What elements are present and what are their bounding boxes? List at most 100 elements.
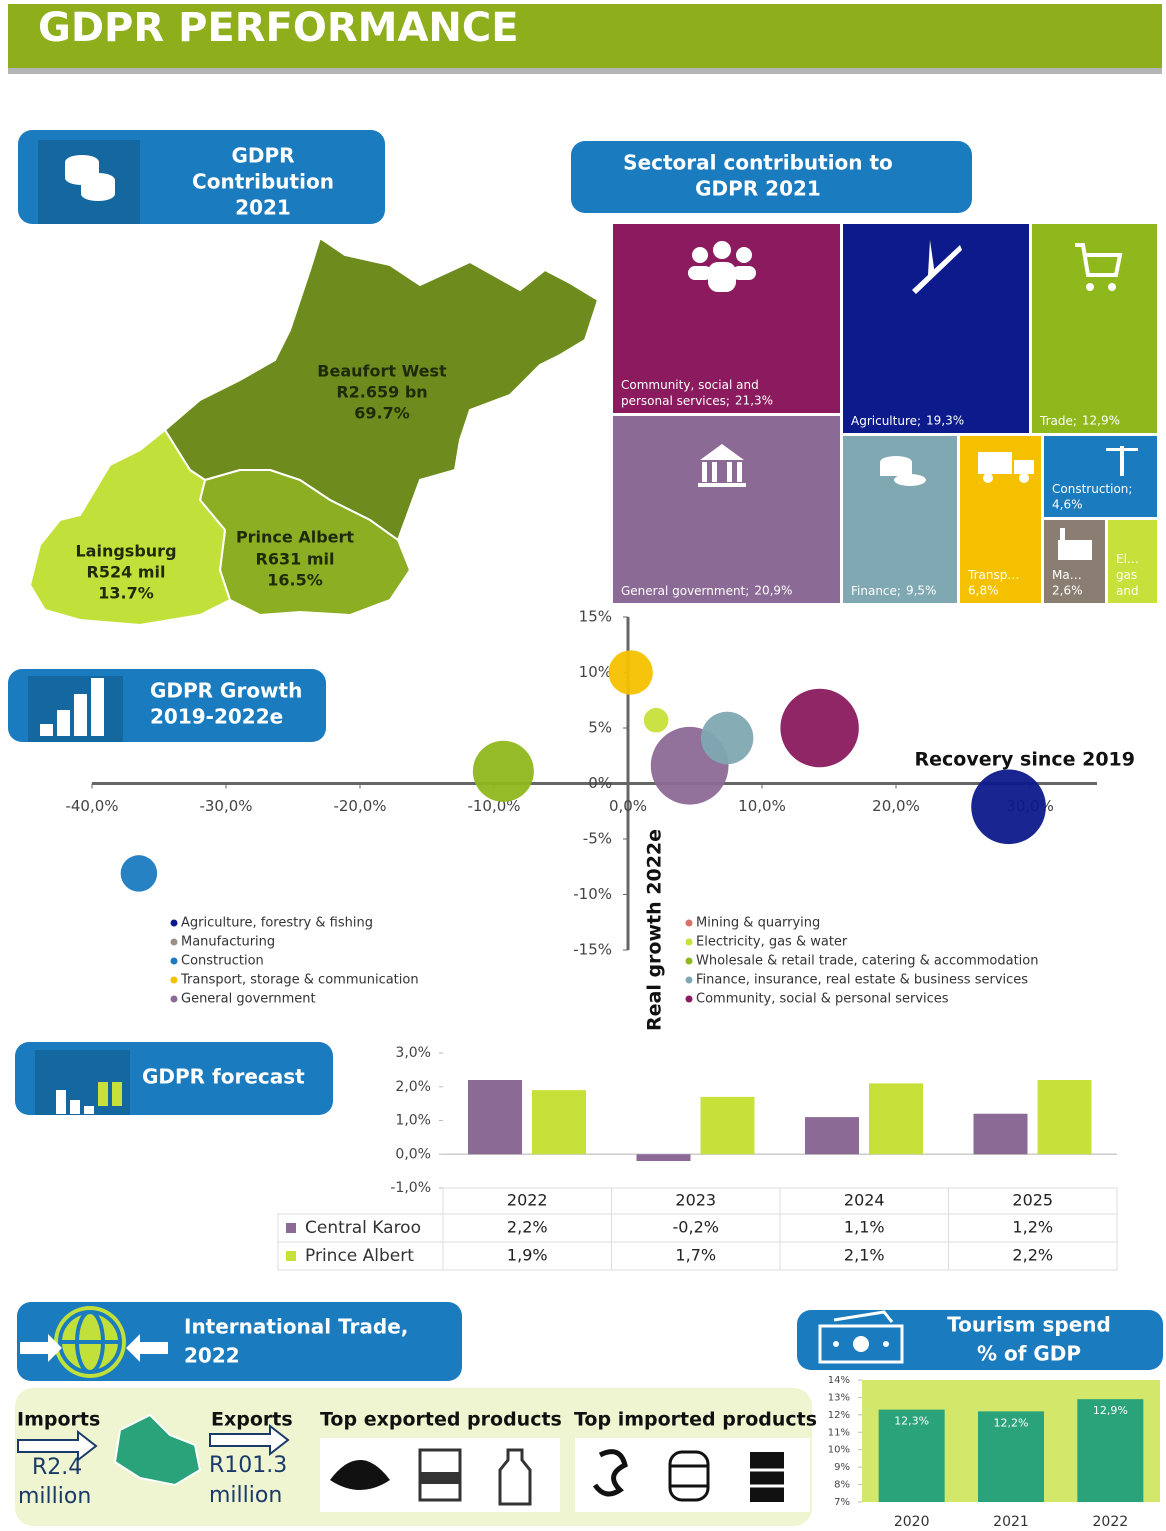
legend-label: General government bbox=[181, 992, 316, 1007]
y-axis-title: Real growth 2022e bbox=[644, 829, 666, 1031]
table-value: 1,1% bbox=[844, 1218, 885, 1237]
cell-label: Finance; bbox=[851, 584, 901, 598]
region-share: 69.7% bbox=[354, 404, 410, 423]
treemap-cell bbox=[613, 416, 840, 603]
y-tick-label: 10% bbox=[579, 663, 612, 681]
y-tick-label: 13% bbox=[828, 1392, 850, 1403]
bar bbox=[869, 1083, 923, 1155]
region-value: R2.659 bn bbox=[336, 383, 427, 402]
y-tick-label: 5% bbox=[588, 719, 612, 737]
y-tick-label: 12% bbox=[828, 1410, 850, 1421]
y-tick-label: 10% bbox=[828, 1445, 850, 1456]
y-tick-label: 9% bbox=[834, 1462, 850, 1473]
heading-line: 2019-2022e bbox=[150, 705, 283, 729]
legend-swatch bbox=[286, 1223, 296, 1233]
legend-swatch bbox=[685, 995, 693, 1003]
heading-line: GDPR 2021 bbox=[695, 177, 821, 201]
bar bbox=[805, 1117, 859, 1155]
category-label: 2022 bbox=[1093, 1514, 1129, 1530]
y-tick-label: 11% bbox=[828, 1427, 850, 1438]
value-label: 12,2% bbox=[994, 1416, 1029, 1429]
bubble bbox=[971, 769, 1046, 845]
legend-swatch bbox=[170, 938, 178, 946]
treemap-cell bbox=[1032, 224, 1157, 433]
category-label: 2025 bbox=[1012, 1191, 1053, 1210]
bars-icon bbox=[40, 678, 104, 736]
y-tick-label: 7% bbox=[834, 1497, 850, 1508]
cell-label: Transp… bbox=[967, 568, 1019, 582]
bar bbox=[532, 1090, 586, 1155]
y-tick-label: 0% bbox=[588, 774, 612, 792]
legend-swatch bbox=[685, 938, 693, 946]
imports-value: R2.4 bbox=[32, 1455, 82, 1480]
heading-line: Contribution bbox=[192, 170, 334, 194]
bubble bbox=[700, 711, 754, 765]
table-value: 1,9% bbox=[507, 1246, 548, 1265]
region-value: R631 mil bbox=[256, 550, 335, 569]
x-tick-label: 20,0% bbox=[872, 797, 920, 815]
cell-value: 2,6% bbox=[1052, 584, 1083, 598]
treemap-icons bbox=[688, 240, 1138, 560]
globe-icon bbox=[20, 1306, 168, 1378]
bar bbox=[1037, 1080, 1092, 1155]
y-tick-label: 3,0% bbox=[395, 1045, 431, 1061]
legend-label: Electricity, gas & water bbox=[696, 935, 848, 950]
exports-value: million bbox=[209, 1483, 282, 1508]
y-tick-label: -10% bbox=[573, 885, 612, 903]
treemap-cell bbox=[843, 224, 1029, 433]
y-tick-label: 2,0% bbox=[395, 1079, 431, 1095]
legend-label: Prince Albert bbox=[305, 1246, 414, 1266]
table-value: 2,1% bbox=[844, 1246, 885, 1265]
heading-line: GDPR bbox=[231, 144, 294, 168]
section-heading-box bbox=[571, 141, 972, 213]
arrow-icon bbox=[209, 1423, 290, 1457]
legend-swatch bbox=[170, 957, 178, 965]
cell-label: Trade; bbox=[1039, 414, 1077, 428]
legend-label: Mining & quarrying bbox=[696, 916, 820, 931]
bar bbox=[978, 1411, 1044, 1502]
table-value: 2,2% bbox=[1012, 1246, 1053, 1265]
product-icons bbox=[330, 1448, 784, 1506]
x-tick-label: 0,0% bbox=[609, 797, 647, 815]
x-tick-label: -20,0% bbox=[333, 797, 386, 815]
section-heading-box bbox=[17, 1302, 462, 1381]
category-label: 2022 bbox=[507, 1191, 548, 1210]
legend-swatch bbox=[170, 976, 178, 984]
x-tick-label: 10,0% bbox=[738, 797, 786, 815]
category-label: 2021 bbox=[993, 1514, 1029, 1530]
category-label: 2024 bbox=[844, 1191, 885, 1210]
bubble bbox=[643, 707, 669, 733]
treemap: Community, social and personal services; 2… bbox=[613, 224, 1157, 603]
cell-label: El… gas and bbox=[1116, 552, 1139, 598]
legend-swatch bbox=[685, 919, 693, 927]
products-title: Top imported products bbox=[574, 1409, 817, 1431]
cell-label: Ma… bbox=[1052, 568, 1082, 582]
bubble bbox=[472, 740, 534, 802]
category-label: 2023 bbox=[675, 1191, 716, 1210]
arrow-icon bbox=[17, 1429, 98, 1463]
region-share: 16.5% bbox=[267, 571, 323, 590]
legend-label: Transport, storage & communication bbox=[180, 973, 419, 988]
treemap-cell bbox=[1044, 520, 1105, 603]
y-tick-label: -1,0% bbox=[390, 1180, 431, 1196]
y-tick-label: 1,0% bbox=[395, 1113, 431, 1129]
bar bbox=[878, 1409, 945, 1502]
x-tick-label: -40,0% bbox=[65, 797, 118, 815]
header-shadow bbox=[8, 66, 1162, 74]
region-value: R524 mil bbox=[87, 563, 166, 582]
legend-label: Manufacturing bbox=[181, 935, 275, 950]
y-tick-label: -5% bbox=[583, 830, 612, 848]
y-tick-label: 14% bbox=[828, 1375, 850, 1386]
y-tick-label: -15% bbox=[573, 941, 612, 959]
bar bbox=[468, 1080, 522, 1155]
imports-label: Imports bbox=[17, 1409, 100, 1431]
exports-value: R101.3 bbox=[209, 1453, 287, 1478]
map-region bbox=[28, 428, 232, 627]
cell-label: Construction; bbox=[1052, 482, 1132, 496]
treemap-cell bbox=[1108, 520, 1157, 603]
bubble-chart: -40,0%-30,0%-20,0%-10,0%0,0%10,0%20,0%30… bbox=[65, 608, 1135, 1032]
table-value: 1,7% bbox=[675, 1246, 716, 1265]
heading-line: 2022 bbox=[184, 1344, 240, 1368]
map-region bbox=[163, 236, 600, 542]
region-map-icon bbox=[113, 1413, 202, 1487]
